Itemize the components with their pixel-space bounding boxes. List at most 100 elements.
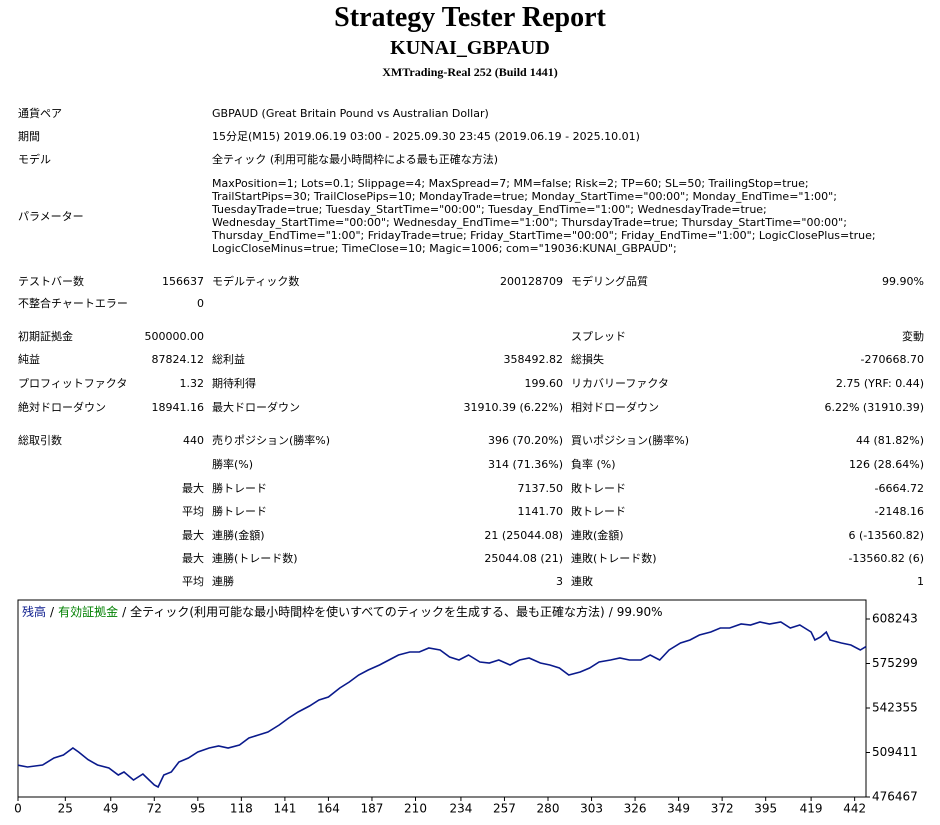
stat-value: 500000.00 [144,330,205,343]
x-tick-label: 72 [147,802,162,816]
stat-label: 売りポジション(勝率%) [212,434,331,447]
stat-value: 7137.50 [517,482,564,495]
stat-value: 440 [183,434,204,447]
x-tick-label: 326 [624,802,647,816]
stat-value: -270668.70 [860,353,924,366]
stat-value: 199.60 [524,377,564,390]
chart-legend: 残高 / 有効証拠金 / 全ティック(利用可能な最小時間枠を使いすべてのティックを生成す… [22,604,663,619]
legend-separator: / [122,605,127,619]
stat-label: 連敗(トレード数) [571,552,657,565]
legend-quality: 99.90% [617,605,663,619]
x-tick-label: 0 [14,802,22,816]
x-tick-label: 164 [317,802,340,816]
stat-label: 勝トレード [212,505,267,518]
legend-separator: / [50,605,55,619]
x-tick-label: 210 [404,802,427,816]
stat-label: 勝トレード [212,482,267,495]
stat-value: 358492.82 [503,353,564,366]
x-tick-label: 118 [230,802,253,816]
legend-separator: / [609,605,614,619]
stat-value: 31910.39 (6.22%) [463,401,563,414]
stat-value: 126 (28.64%) [848,458,924,471]
legend-balance: 残高 [22,604,46,619]
stat-value: -13560.82 (6) [848,552,924,565]
report-subtitle: KUNAI_GBPAUD [390,37,550,59]
y-tick-label: 542355 [872,700,918,714]
x-tick-label: 49 [103,802,118,816]
setting-label: パラメーター [18,210,84,223]
stat-value: 変動 [902,330,924,343]
balance-line [17,621,867,789]
stat-value: 6.22% (31910.39) [824,401,924,414]
stat-label: 連勝(金額) [212,529,265,542]
setting-value: GBPAUD (Great Britain Pound vs Australia… [212,107,489,120]
stat-value: 21 (25044.08) [484,529,563,542]
setting-label: 期間 [18,130,40,143]
stat-label: 連勝 [212,575,234,588]
stat-value: 1 [917,575,924,588]
stat-value: 44 (81.82%) [855,434,924,447]
x-tick-label: 280 [537,802,560,816]
y-tick-label: 476467 [872,790,918,804]
stat-label: 敗トレード [571,482,626,495]
stat-label: テストバー数 [18,275,84,288]
stat-label: 買いポジション(勝率%) [571,434,690,447]
stat-value: 0 [197,297,204,310]
legend-model: 全ティック(利用可能な最小時間枠を使いすべてのティックを生成する、最も正確な方法… [130,604,605,619]
x-tick-label: 25 [58,802,73,816]
stat-value: 1.32 [179,377,205,390]
stat-value: 最大 [182,529,204,542]
stat-value: 18941.16 [151,401,205,414]
stat-label: 連勝(トレード数) [212,552,298,565]
y-tick-label: 608243 [872,611,918,625]
stat-value: 314 (71.36%) [487,458,563,471]
x-tick-label: 234 [449,802,472,816]
setting-label: モデル [18,153,51,166]
x-tick-label: 349 [667,802,690,816]
legend-equity: 有効証拠金 [58,604,118,619]
stat-label: 総取引数 [18,434,62,447]
stat-value: 99.90% [882,275,924,288]
stat-label: 総損失 [571,353,604,366]
stat-label: 最大ドローダウン [212,401,300,414]
x-tick-label: 419 [800,802,823,816]
plot-frame [17,599,867,798]
x-tick-label: 141 [273,802,296,816]
stat-label: 負率 (%) [571,458,616,471]
stat-label: リカバリーファクタ [571,377,669,390]
stat-label: 不整合チャートエラー [18,297,128,310]
stat-value: 最大 [182,482,204,495]
stat-value: 平均 [182,505,204,518]
setting-value: MaxPosition=1; Lots=0.1; Slippage=4; Max… [212,177,876,255]
stat-value: 396 (70.20%) [487,434,563,447]
stat-label: プロフィットファクタ [18,377,128,390]
y-tick-label: 509411 [872,745,918,759]
stat-value: 6 (-13560.82) [848,529,924,542]
stat-label: モデリング品質 [571,275,648,288]
stat-value: 200128709 [500,275,563,288]
stat-label: 勝率(%) [212,458,254,471]
x-tick-label: 95 [190,802,205,816]
stat-value: -6664.72 [874,482,924,495]
stat-label: 純益 [18,353,40,366]
stat-value: 最大 [182,552,204,565]
setting-value: 全ティック (利用可能な最小時間枠による最も正確な方法) [212,153,499,166]
stat-label: モデルティック数 [212,275,300,288]
report-build: XMTrading-Real 252 (Build 1441) [382,65,558,79]
stat-value: 平均 [182,575,204,588]
x-tick-label: 372 [711,802,734,816]
setting-label: 通貨ペア [18,107,62,120]
stat-label: 敗トレード [571,505,626,518]
stat-label: 初期証拠金 [18,330,73,343]
x-tick-label: 257 [493,802,516,816]
report-title: Strategy Tester Report [334,2,606,33]
stat-label: 総利益 [212,353,245,366]
x-tick-label: 187 [361,802,384,816]
stat-value: 87824.12 [151,353,205,366]
stat-label: 絶対ドローダウン [18,401,106,414]
stat-value: 1141.70 [517,505,564,518]
stat-label: 連敗 [571,575,593,588]
stat-value: -2148.16 [874,505,924,518]
